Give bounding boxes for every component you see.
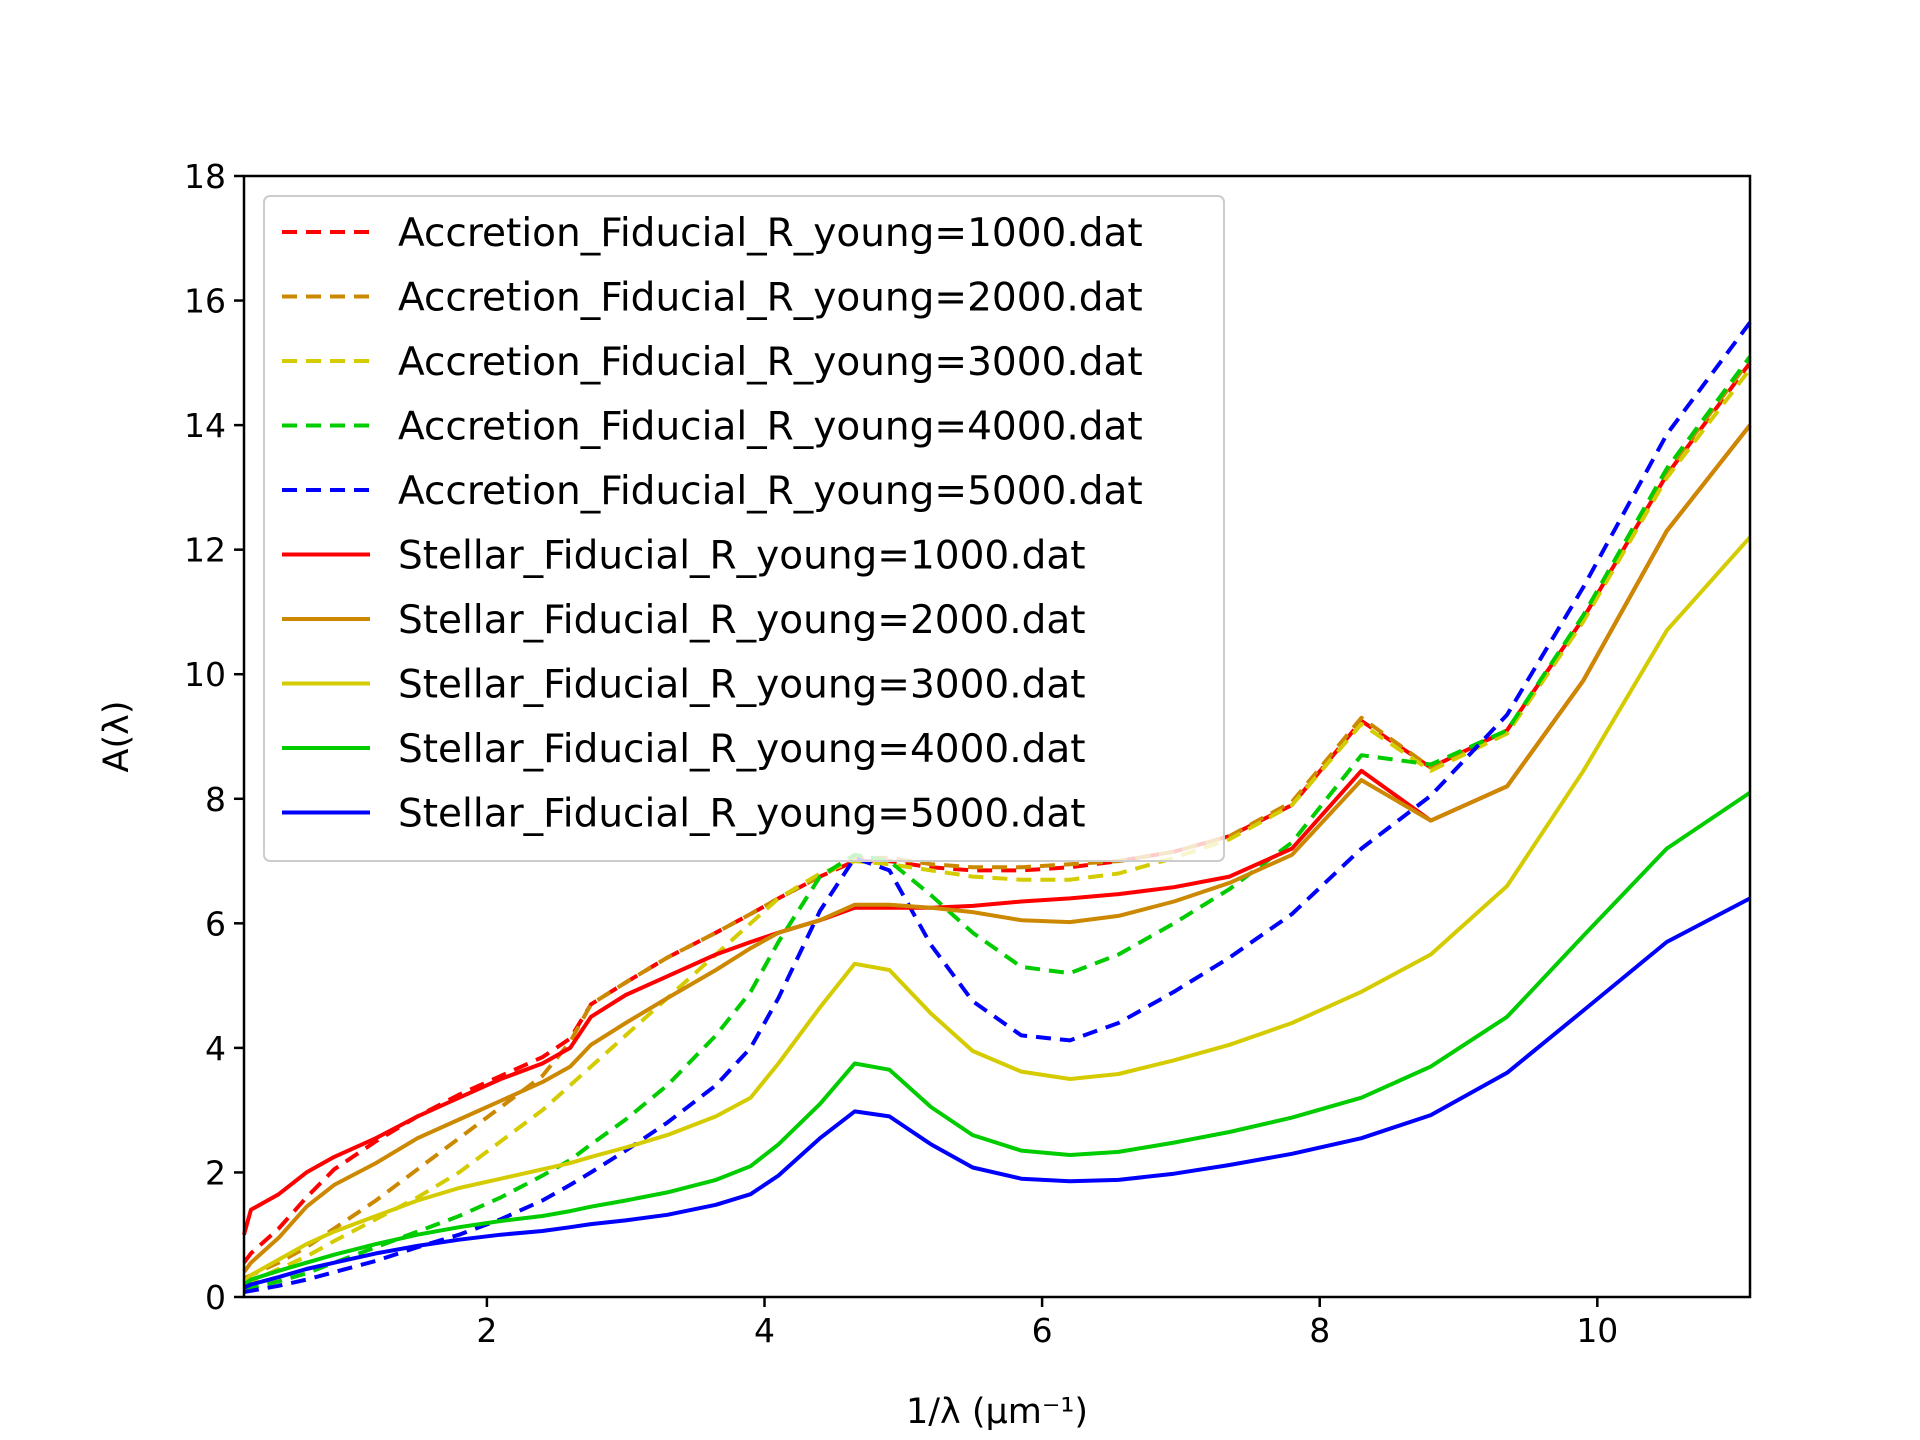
series-line-9 [242, 790, 1752, 1287]
y-tick-label: 4 [205, 1029, 226, 1068]
axis-ticks: 2 4 6 8 10 0 2 4 6 8 10 12 14 16 18 [184, 157, 1618, 1350]
x-tick-label: 4 [754, 1311, 775, 1350]
series-layer [242, 321, 1752, 1294]
legend-label: Stellar_Fiducial_R_young=4000.dat [398, 727, 1086, 772]
legend-label: Stellar_Fiducial_R_young=2000.dat [398, 598, 1086, 643]
y-tick-label: 16 [184, 282, 226, 321]
y-tick-label: 0 [205, 1278, 226, 1317]
x-axis-label: 1/λ (μm⁻¹) [906, 1392, 1088, 1432]
x-tick-label: 8 [1309, 1311, 1330, 1350]
legend-label: Stellar_Fiducial_R_young=3000.dat [398, 663, 1086, 708]
plot-frame [242, 174, 1752, 1299]
legend-label: Accretion_Fiducial_R_young=2000.dat [398, 276, 1143, 321]
series-line-2 [243, 358, 1752, 1281]
y-tick-label: 10 [184, 655, 226, 694]
legend-label: Accretion_Fiducial_R_young=3000.dat [398, 340, 1143, 385]
y-tick-label: 14 [184, 406, 226, 445]
y-tick-label: 6 [205, 904, 226, 943]
legend-label: Accretion_Fiducial_R_young=1000.dat [398, 211, 1143, 256]
y-tick-label: 8 [205, 780, 226, 819]
series-line-5 [243, 321, 1752, 1294]
x-tick-label: 6 [1032, 1311, 1053, 1350]
x-tick-label: 2 [476, 1311, 497, 1350]
y-axis-label: A(λ) [97, 701, 137, 773]
series-line-10 [243, 896, 1751, 1290]
legend-label: Accretion_Fiducial_R_young=5000.dat [398, 469, 1143, 514]
legend-box [263, 195, 1225, 862]
legend-label: Stellar_Fiducial_R_young=1000.dat [398, 534, 1086, 579]
series-line-8 [242, 535, 1752, 1283]
legend-label: Accretion_Fiducial_R_young=4000.dat [398, 405, 1143, 450]
legend: Accretion_Fiducial_R_young=1000.dat Accre… [263, 195, 1225, 862]
y-tick-label: 18 [184, 157, 226, 196]
y-tick-label: 2 [205, 1153, 226, 1192]
series-line-7 [242, 423, 1752, 1274]
legend-label: Stellar_Fiducial_R_young=5000.dat [398, 792, 1086, 837]
y-tick-label: 12 [184, 531, 226, 570]
x-tick-label: 10 [1576, 1311, 1618, 1350]
